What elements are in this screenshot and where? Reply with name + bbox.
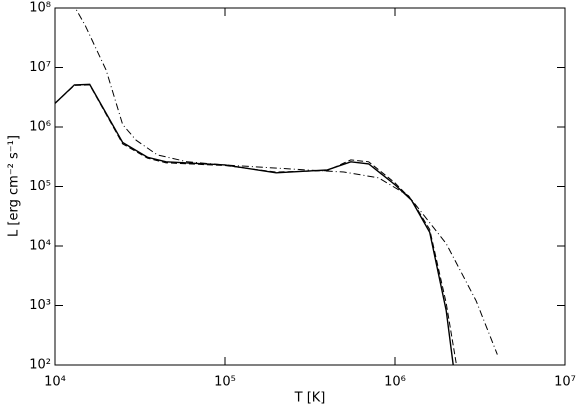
y-tick-label: 10⁴ xyxy=(29,239,51,254)
y-tick-label: 10⁷ xyxy=(29,60,51,75)
x-tick-label: 10⁶ xyxy=(384,375,406,390)
y-tick-label: 10² xyxy=(29,358,51,373)
x-tick-label: 10⁴ xyxy=(44,375,66,390)
plot-frame xyxy=(54,7,566,366)
y-tick-label: 10³ xyxy=(29,298,51,313)
line-series xyxy=(74,8,498,355)
y-tick-label: 10⁸ xyxy=(29,1,51,16)
x-axis-label: T [K] xyxy=(294,391,326,406)
x-tick-label: 10⁷ xyxy=(554,375,576,390)
line-series xyxy=(55,84,457,365)
y-tick-label: 10⁵ xyxy=(29,179,51,194)
plot-area xyxy=(55,8,498,365)
x-tick-label: 10⁵ xyxy=(214,375,236,390)
line-series xyxy=(55,83,454,365)
y-tick-label: 10⁶ xyxy=(29,120,51,135)
y-axis-label: L [erg cm⁻² s⁻¹] xyxy=(7,135,22,237)
